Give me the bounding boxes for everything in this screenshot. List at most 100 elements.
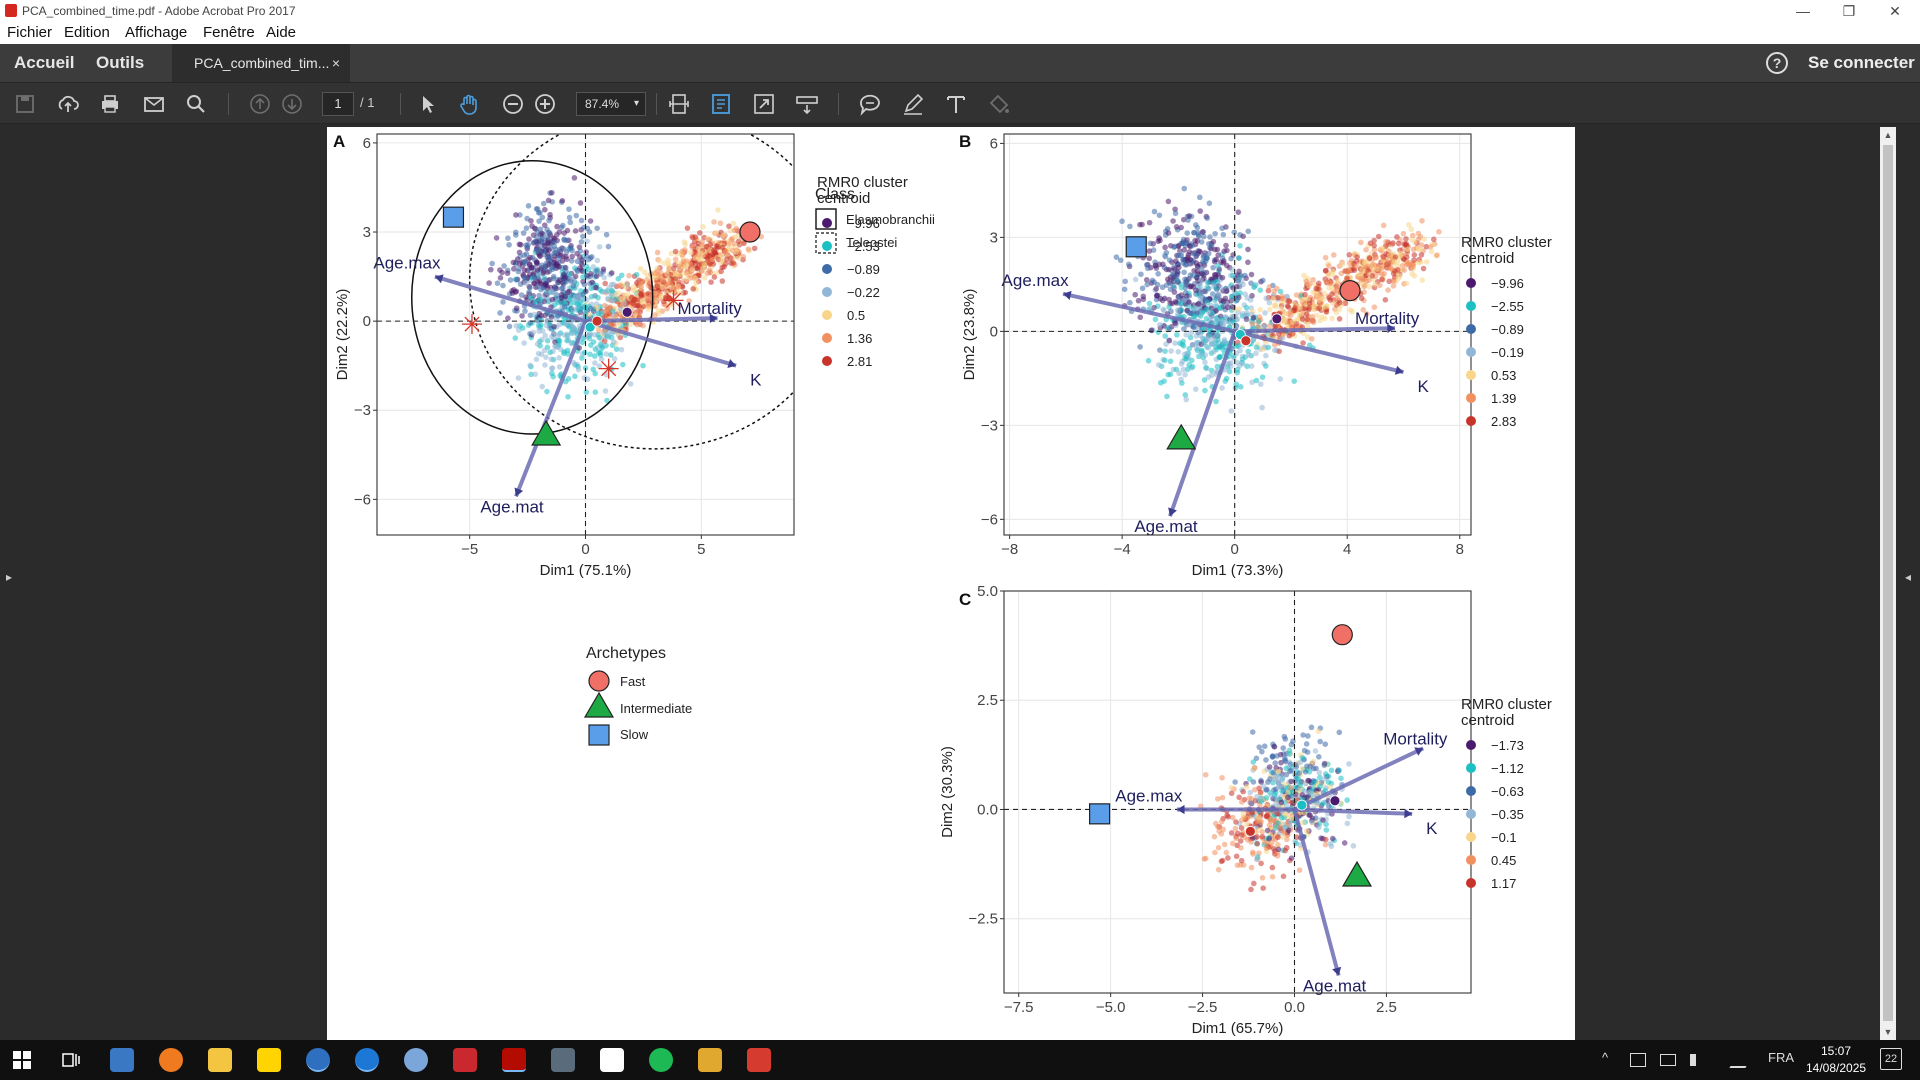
close-tab-icon[interactable]: × (331, 55, 340, 71)
sticky-notes-icon[interactable] (257, 1048, 281, 1072)
email-icon[interactable] (141, 91, 167, 117)
fullscreen-icon[interactable] (751, 91, 777, 117)
menu-aide[interactable]: Aide (266, 24, 297, 41)
data-point (705, 235, 711, 242)
right-panel-toggle[interactable]: ◂ (1900, 124, 1920, 1040)
data-point (1187, 310, 1193, 317)
data-point (1400, 230, 1407, 237)
spotify-icon[interactable] (649, 1048, 673, 1072)
class-ellipse-elasmobranchii (410, 159, 654, 435)
left-panel-toggle[interactable]: ▸ (0, 124, 22, 1040)
page-down-icon[interactable] (279, 91, 305, 117)
data-point (1238, 825, 1245, 831)
file-explorer-icon[interactable] (208, 1048, 232, 1072)
fit-width-icon[interactable] (708, 91, 734, 117)
fit-page-icon[interactable] (666, 91, 692, 117)
scroll-down-icon[interactable]: ▼ (1883, 1027, 1893, 1037)
volume-icon[interactable] (1690, 1054, 1704, 1066)
expand-right-icon[interactable]: ◂ (1905, 570, 1912, 584)
zoom-level-select[interactable]: 87.4% ▾ (576, 92, 646, 116)
data-point (524, 215, 530, 222)
save-icon[interactable] (12, 91, 38, 117)
helper-app-icon[interactable] (306, 1048, 330, 1072)
notification-center-icon[interactable]: 22 (1880, 1048, 1902, 1070)
r-app-icon[interactable] (404, 1048, 428, 1072)
hand-icon[interactable] (456, 91, 482, 117)
page-up-icon[interactable] (247, 91, 273, 117)
comment-icon[interactable] (857, 91, 883, 117)
pen-icon[interactable] (900, 91, 926, 117)
tab-document[interactable]: PCA_combined_tim... × (172, 44, 350, 82)
tab-accueil[interactable]: Accueil (14, 53, 75, 72)
data-point (1411, 257, 1417, 263)
git-icon[interactable] (698, 1048, 722, 1072)
data-point (1201, 252, 1207, 259)
data-point (536, 218, 542, 224)
data-point (1184, 350, 1190, 357)
data-point (1198, 350, 1204, 357)
select-arrow-icon[interactable] (414, 91, 440, 117)
menu-fichier[interactable]: Fichier (7, 24, 53, 41)
menu-edition[interactable]: Edition (64, 24, 110, 41)
windows-start-icon[interactable] (10, 1048, 34, 1072)
fill-icon[interactable] (986, 91, 1012, 117)
tick-label-y: 5.0 (977, 583, 998, 600)
zoom-out-icon[interactable] (500, 91, 526, 117)
data-point (1251, 765, 1258, 772)
data-point (1233, 819, 1239, 825)
loading-vector-mortality (1293, 746, 1425, 812)
help-icon[interactable]: ? (1766, 52, 1788, 74)
print-icon[interactable] (97, 91, 123, 117)
data-point (1275, 834, 1281, 841)
scroll-mode-icon[interactable] (794, 91, 820, 117)
cluster-centroid (1329, 795, 1341, 807)
tray-overflow-icon[interactable]: ^ (1602, 1050, 1609, 1065)
menu-fenetre[interactable]: Fenêtre (203, 24, 255, 41)
text-icon[interactable] (943, 91, 969, 117)
minimize-button[interactable]: — (1796, 3, 1810, 19)
data-point (573, 212, 580, 219)
data-point (1261, 839, 1268, 846)
network-icon[interactable] (1660, 1054, 1676, 1066)
data-point (640, 362, 646, 369)
cloud-upload-icon[interactable] (55, 91, 81, 117)
data-point (569, 247, 575, 254)
data-point (1210, 336, 1217, 342)
snipping-icon[interactable] (551, 1048, 575, 1072)
sign-in-button[interactable]: Se connecter (1808, 53, 1915, 72)
tool-app-icon[interactable] (747, 1048, 771, 1072)
clock[interactable]: 15:07 14/08/2025 (1806, 1043, 1866, 1077)
zoom-in-icon[interactable] (532, 91, 558, 117)
legend-label: 1.17 (1491, 876, 1516, 891)
vertical-scrollbar[interactable]: ▲ ▼ (1880, 127, 1896, 1040)
notion-icon[interactable] (600, 1048, 624, 1072)
data-point (1309, 317, 1315, 324)
data-point (1210, 264, 1216, 271)
pen-workspace-icon[interactable] (1729, 1052, 1755, 1068)
data-point (589, 279, 596, 286)
data-point (590, 339, 597, 345)
firefox-icon[interactable] (159, 1048, 183, 1072)
data-point (1209, 329, 1216, 335)
expand-left-icon[interactable]: ▸ (6, 570, 13, 584)
data-point (706, 267, 713, 274)
tab-outils[interactable]: Outils (96, 53, 145, 72)
scrollbar-thumb[interactable] (1883, 145, 1893, 1021)
page-number-input[interactable]: 1 (322, 92, 354, 116)
data-point (1395, 275, 1402, 282)
browser-app-icon[interactable] (355, 1048, 379, 1072)
scroll-up-icon[interactable]: ▲ (1883, 130, 1893, 140)
search-icon[interactable] (183, 91, 209, 117)
acrobat-icon[interactable] (502, 1048, 526, 1072)
shield-app-icon[interactable] (453, 1048, 477, 1072)
data-point (536, 328, 542, 335)
cube-app-icon[interactable] (110, 1048, 134, 1072)
battery-icon[interactable] (1630, 1053, 1646, 1067)
task-view-icon[interactable] (59, 1048, 83, 1072)
restore-button[interactable]: ❐ (1842, 3, 1856, 19)
language-indicator[interactable]: FRA (1768, 1050, 1794, 1065)
data-point (1323, 279, 1330, 286)
close-window-button[interactable]: ✕ (1889, 3, 1901, 19)
menu-affichage[interactable]: Affichage (125, 24, 188, 41)
data-point (1175, 294, 1182, 300)
